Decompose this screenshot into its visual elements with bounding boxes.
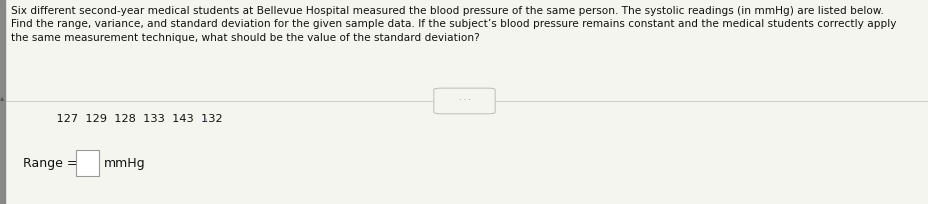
Text: ▴: ▴ (0, 93, 5, 102)
Text: · · ·: · · · (458, 96, 470, 105)
Text: Six different second-year medical students at Bellevue Hospital measured the blo: Six different second-year medical studen… (11, 6, 896, 43)
Bar (0, 0, 5, 204)
Text: mmHg: mmHg (104, 157, 146, 170)
Text: Range =: Range = (23, 157, 82, 170)
Text: 127  129  128  133  143  132: 127 129 128 133 143 132 (42, 114, 222, 124)
Text: ◦: ◦ (202, 116, 207, 125)
FancyBboxPatch shape (433, 88, 495, 114)
Bar (76, 150, 99, 176)
